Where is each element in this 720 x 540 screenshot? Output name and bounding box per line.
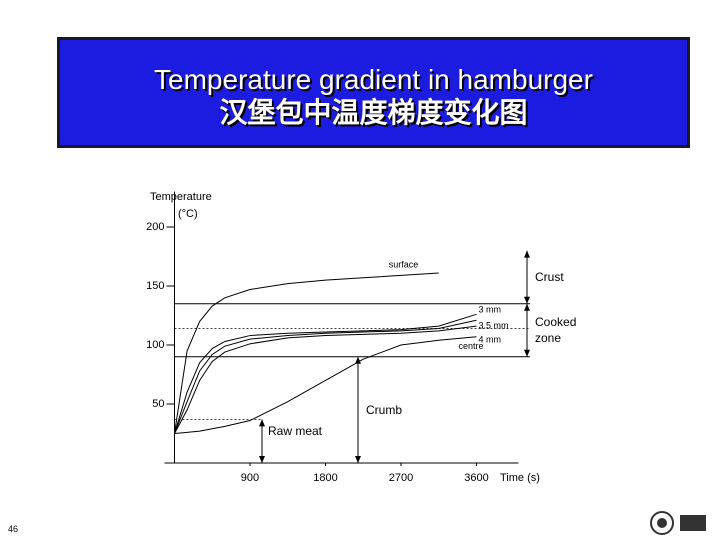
series-label: surface: [389, 259, 419, 269]
series-label: 3.5 mm: [478, 321, 508, 331]
y-axis-label: Temperature: [150, 191, 212, 203]
series-line: [174, 325, 477, 434]
title-box: Temperature gradient in hamburger 汉堡包中温度…: [57, 37, 690, 148]
arrow-head: [355, 456, 361, 463]
series-label: 4 mm: [478, 334, 501, 344]
y-tick-label: 50: [152, 398, 164, 410]
x-tick-label: 2700: [389, 472, 413, 484]
series-line: [174, 336, 477, 434]
x-tick-label: 3600: [464, 472, 488, 484]
series-line: [174, 272, 439, 434]
slide-number: 46: [8, 524, 19, 534]
title-zh: 汉堡包中温度梯度变化图: [219, 96, 528, 129]
series-label: 3 mm: [478, 305, 501, 315]
arrow-head: [259, 456, 265, 463]
y-tick-label: 200: [146, 221, 164, 233]
series-label: centre: [458, 341, 483, 351]
series-line: [174, 319, 477, 434]
x-axis-label: Time (s): [500, 472, 540, 484]
arrow-head: [524, 296, 530, 304]
arrow-head: [259, 419, 265, 427]
series-line: [174, 313, 477, 434]
y-tick-label: 150: [146, 280, 164, 292]
zone-label: Raw meat: [268, 424, 323, 439]
zone-label: Cooked zone: [535, 315, 577, 346]
arrow-head: [524, 250, 530, 258]
title-en: Temperature gradient in hamburger: [154, 64, 593, 95]
x-tick-label: 1800: [313, 472, 337, 484]
zone-label: Crumb: [366, 402, 403, 417]
x-tick-label: 900: [241, 472, 259, 484]
y-axis-unit: (°C): [178, 208, 198, 220]
arrow-head: [524, 303, 530, 311]
arrow-head: [355, 356, 361, 364]
arrow-head: [524, 349, 530, 357]
logo: [650, 511, 706, 535]
zone-label: Crust: [535, 270, 564, 285]
y-tick-label: 100: [146, 339, 164, 351]
